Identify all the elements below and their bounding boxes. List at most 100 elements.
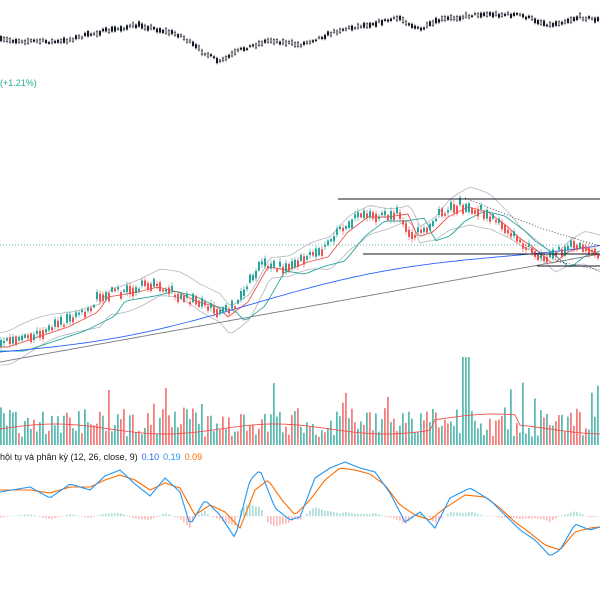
volume-bar xyxy=(114,425,116,445)
macd-histogram-bar xyxy=(306,513,308,517)
volume-bar xyxy=(12,412,14,445)
candle-body xyxy=(501,221,503,230)
volume-bar xyxy=(405,422,407,445)
candle-body xyxy=(159,282,161,292)
overview-candle xyxy=(527,15,531,19)
overview-candle xyxy=(272,39,276,45)
trendline-lower xyxy=(524,244,600,271)
macd-histogram-bar xyxy=(75,515,77,517)
volume-bar xyxy=(342,402,344,445)
candle-body xyxy=(0,340,2,347)
volume-bar xyxy=(501,416,503,445)
candle-body xyxy=(186,293,188,298)
candle-body xyxy=(399,212,401,220)
overview-candle xyxy=(521,14,525,18)
volume-bar xyxy=(288,434,290,445)
candle-body xyxy=(183,295,185,303)
volume-bar xyxy=(183,407,185,445)
candle-body xyxy=(282,266,284,274)
overview-candle xyxy=(365,23,369,29)
overview-candle xyxy=(524,16,528,20)
macd-histogram-bar xyxy=(162,513,164,517)
candle-body xyxy=(471,208,473,214)
overview-candle xyxy=(83,32,87,37)
volume-bar xyxy=(273,383,275,445)
overview-candle xyxy=(260,41,264,46)
candle-body xyxy=(33,334,35,341)
change-percent: (+1.21%) xyxy=(0,78,37,88)
volume-bar xyxy=(516,423,518,445)
volume-bar xyxy=(69,417,71,445)
overview-candle xyxy=(176,34,180,38)
macd-histogram-bar xyxy=(456,512,458,517)
candle-body xyxy=(300,254,302,262)
overview-candle xyxy=(167,30,171,36)
macd-histogram-bar xyxy=(435,516,437,523)
candle-body xyxy=(312,251,314,256)
volume-bar xyxy=(306,422,308,445)
macd-histogram-bar xyxy=(459,512,461,517)
candle-body xyxy=(207,306,209,311)
overview-candle xyxy=(17,39,21,43)
macd-histogram-bar xyxy=(396,516,398,520)
volume-bar xyxy=(138,430,140,445)
macd-histogram-bar xyxy=(21,515,23,517)
macd-histogram-bar xyxy=(483,515,485,517)
candle-body xyxy=(75,312,77,318)
candle-body xyxy=(465,203,467,212)
macd-histogram-bar xyxy=(87,516,89,518)
volume-bar xyxy=(375,413,377,445)
macd-histogram-bar xyxy=(300,516,302,520)
volume-bar xyxy=(267,431,269,445)
macd-histogram-bar xyxy=(519,516,521,519)
macd-histogram-bar xyxy=(369,514,371,517)
overview-candle xyxy=(593,17,597,23)
macd-histogram-bar xyxy=(312,508,314,517)
volume-bar xyxy=(168,415,170,445)
macd-histogram-bar xyxy=(267,516,269,523)
macd-histogram-bar xyxy=(138,516,140,520)
volume-bar xyxy=(597,385,599,445)
candle-body xyxy=(450,201,452,210)
candle-body xyxy=(405,223,407,232)
candle-body xyxy=(507,229,509,234)
candle-body xyxy=(342,227,344,232)
macd-histogram-bar xyxy=(378,514,380,517)
volume-bar xyxy=(99,411,101,445)
candle-body xyxy=(288,263,290,272)
overview-candle xyxy=(461,15,465,19)
candle-body xyxy=(438,209,440,216)
overview-candle xyxy=(89,33,93,36)
macd-histogram-bar xyxy=(252,505,254,517)
overview-candle xyxy=(575,16,579,21)
candle-body xyxy=(495,220,497,223)
overview-candle xyxy=(560,21,564,25)
candle-body xyxy=(216,309,218,318)
macd-histogram-bar xyxy=(477,513,479,517)
candle-body xyxy=(126,285,128,293)
candle-body xyxy=(210,303,212,309)
volume-bar xyxy=(510,389,512,445)
volume-bar xyxy=(156,433,158,445)
macd-histogram-bar xyxy=(399,516,401,521)
candle-body xyxy=(258,261,260,271)
volume-bar xyxy=(345,392,347,445)
candle-body xyxy=(486,209,488,219)
support-resistance-lines[interactable] xyxy=(338,198,600,267)
volume-bar xyxy=(531,436,533,445)
candle-body xyxy=(201,298,203,307)
candle-body xyxy=(9,337,11,345)
candle-body xyxy=(81,310,83,313)
volume-bar xyxy=(42,411,44,445)
candle-body xyxy=(204,301,206,306)
volume-bar xyxy=(513,436,515,445)
macd-histogram-bar xyxy=(6,516,8,517)
volume-bar xyxy=(591,392,593,445)
volume-bar xyxy=(39,422,41,445)
candle-body xyxy=(357,212,359,218)
candle-body xyxy=(522,243,524,249)
macd-legend[interactable]: hội tụ và phân kỳ (12, 26, close, 9) 0.10… xyxy=(0,452,202,462)
overview-candle xyxy=(581,17,585,21)
volume-bar xyxy=(135,432,137,445)
